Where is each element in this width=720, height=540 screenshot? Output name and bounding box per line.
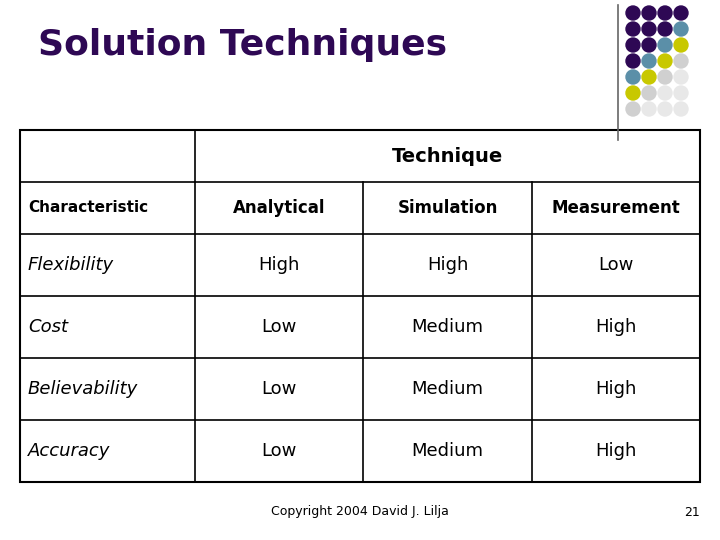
Text: Low: Low — [261, 318, 297, 336]
Circle shape — [626, 6, 640, 20]
Circle shape — [674, 38, 688, 52]
Circle shape — [658, 6, 672, 20]
Circle shape — [674, 70, 688, 84]
Text: Medium: Medium — [412, 380, 484, 398]
Circle shape — [674, 6, 688, 20]
Text: 21: 21 — [684, 505, 700, 518]
Circle shape — [674, 54, 688, 68]
Text: Accuracy: Accuracy — [28, 442, 110, 460]
Text: Medium: Medium — [412, 318, 484, 336]
Text: High: High — [595, 442, 636, 460]
Bar — [20, 130, 700, 482]
Text: Analytical: Analytical — [233, 199, 325, 217]
Circle shape — [626, 22, 640, 36]
Circle shape — [674, 86, 688, 100]
Text: Copyright 2004 David J. Lilja: Copyright 2004 David J. Lilja — [271, 505, 449, 518]
Text: High: High — [595, 380, 636, 398]
Circle shape — [658, 86, 672, 100]
Text: Low: Low — [261, 380, 297, 398]
Circle shape — [626, 38, 640, 52]
Text: Believability: Believability — [28, 380, 138, 398]
Text: Low: Low — [598, 256, 634, 274]
Circle shape — [658, 70, 672, 84]
Circle shape — [658, 102, 672, 116]
Circle shape — [626, 86, 640, 100]
Text: Characteristic: Characteristic — [28, 200, 148, 215]
Circle shape — [674, 102, 688, 116]
Circle shape — [642, 70, 656, 84]
Text: High: High — [258, 256, 300, 274]
Circle shape — [626, 70, 640, 84]
Circle shape — [626, 54, 640, 68]
Text: Solution Techniques: Solution Techniques — [38, 28, 447, 62]
Circle shape — [674, 22, 688, 36]
Circle shape — [658, 22, 672, 36]
Text: High: High — [595, 318, 636, 336]
Circle shape — [642, 102, 656, 116]
Text: Simulation: Simulation — [397, 199, 498, 217]
Circle shape — [642, 86, 656, 100]
Circle shape — [658, 54, 672, 68]
Circle shape — [642, 22, 656, 36]
Text: Cost: Cost — [28, 318, 68, 336]
Text: High: High — [427, 256, 468, 274]
Text: Measurement: Measurement — [552, 199, 680, 217]
Circle shape — [658, 38, 672, 52]
Circle shape — [642, 38, 656, 52]
Text: Medium: Medium — [412, 442, 484, 460]
Circle shape — [626, 102, 640, 116]
Circle shape — [642, 54, 656, 68]
Text: Flexibility: Flexibility — [28, 256, 114, 274]
Text: Technique: Technique — [392, 146, 503, 165]
Circle shape — [642, 6, 656, 20]
Text: Low: Low — [261, 442, 297, 460]
